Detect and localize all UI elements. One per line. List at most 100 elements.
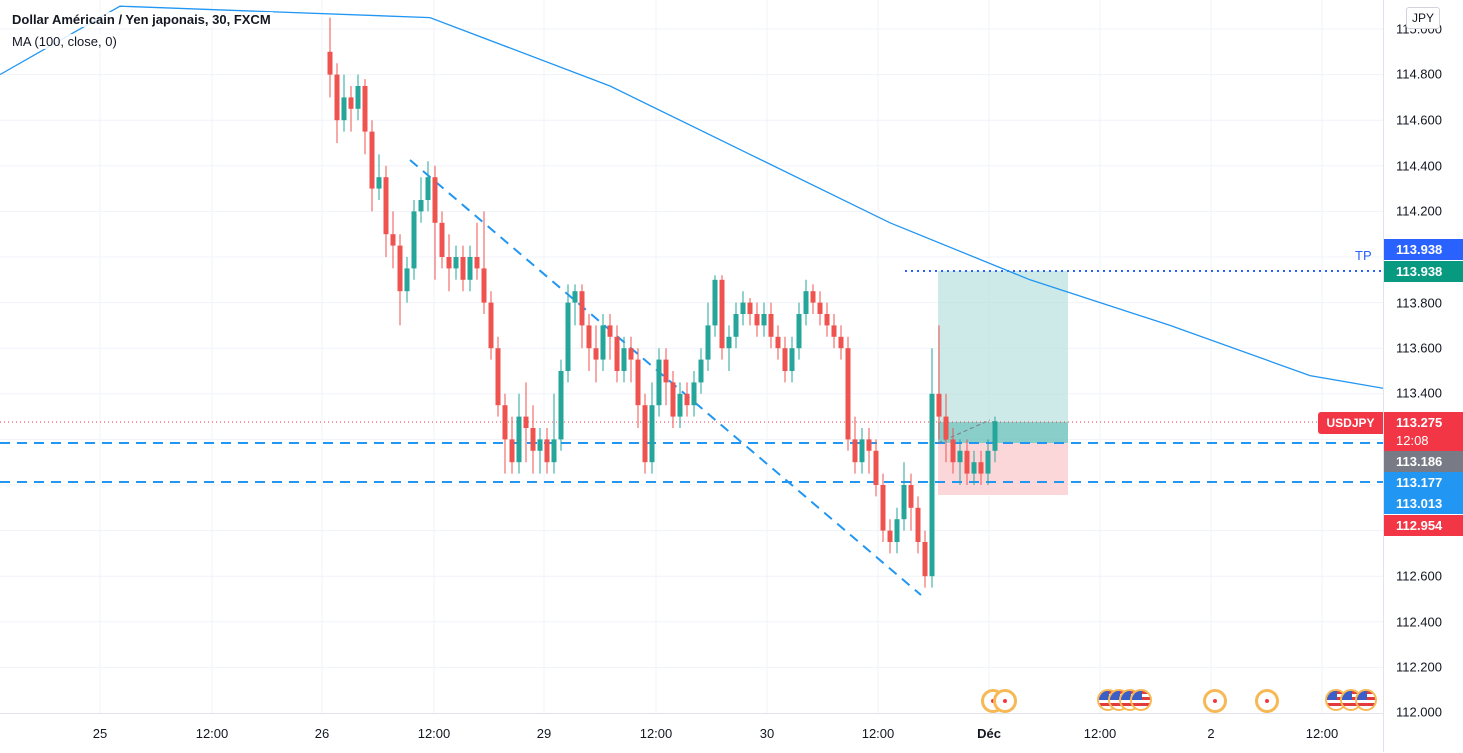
- candle-body: [586, 325, 592, 349]
- price-tick: 113.800: [1395, 295, 1442, 311]
- price-tick: 114.600: [1395, 112, 1442, 128]
- candle-body: [761, 314, 767, 326]
- candle-body: [733, 314, 739, 337]
- candle-body: [705, 325, 711, 360]
- candle-body: [593, 348, 599, 360]
- candle-body: [558, 371, 564, 440]
- candle-body: [957, 450, 963, 463]
- candle-body: [516, 416, 522, 463]
- event-icon[interactable]: [993, 689, 1017, 713]
- candle-body: [866, 439, 872, 451]
- time-tick: Déc: [977, 726, 1001, 741]
- candle-body: [362, 86, 368, 132]
- candle-body: [992, 421, 998, 451]
- event-icon[interactable]: [1255, 689, 1279, 713]
- tp-target-price-tag: 113.938: [1384, 261, 1463, 282]
- price-axis[interactable]: 115.000 114.800 114.600 114.400 114.200 …: [1383, 0, 1463, 752]
- us-flag-icon[interactable]: [1130, 689, 1152, 711]
- candle-body: [551, 439, 557, 463]
- candle-body: [355, 86, 361, 109]
- candle-body: [635, 359, 641, 406]
- candle-body: [775, 336, 781, 349]
- candle-body: [901, 485, 907, 520]
- event-icon[interactable]: [1203, 689, 1227, 713]
- candle-body: [908, 485, 914, 508]
- legend-indicator[interactable]: MA (100, close, 0): [10, 34, 119, 49]
- grid: [0, 0, 1383, 713]
- candle-body: [796, 314, 802, 349]
- candle-body: [978, 462, 984, 474]
- candle-body: [754, 314, 760, 326]
- price-tick: 114.200: [1395, 203, 1442, 219]
- symbol-tag: USDJPY: [1318, 412, 1383, 434]
- chart-pane[interactable]: Dollar Américain / Yen japonais, 30, FXC…: [0, 0, 1383, 713]
- candle-body: [621, 348, 627, 371]
- candle-body: [691, 382, 697, 406]
- candle-body: [719, 279, 725, 349]
- candle-body: [418, 200, 424, 212]
- time-tick: 29: [536, 726, 552, 741]
- time-tick: 2: [1207, 726, 1215, 741]
- time-axis[interactable]: 25 12:00 26 12:00 29 12:00 30 12:00 Déc …: [0, 713, 1383, 753]
- candle-body: [964, 450, 970, 474]
- candle-body: [425, 177, 431, 200]
- chart-canvas[interactable]: [0, 0, 1383, 713]
- candle-body: [509, 439, 515, 463]
- candle-body: [726, 336, 732, 349]
- candle-body: [747, 302, 753, 314]
- price-tick: 112.200: [1395, 659, 1442, 675]
- candle-body: [397, 245, 403, 292]
- candle-body: [768, 314, 774, 337]
- candle-body: [523, 416, 529, 428]
- downtrend-line[interactable]: [409, 159, 922, 596]
- candle-body: [432, 177, 438, 223]
- candle-body: [922, 542, 928, 577]
- candle-body: [915, 507, 921, 542]
- ma-line[interactable]: [0, 5, 1383, 394]
- candle-body: [544, 439, 550, 463]
- candle-body: [348, 97, 354, 109]
- target-zone[interactable]: [938, 271, 1068, 443]
- time-tick: 12:00: [639, 726, 673, 741]
- candle-body: [649, 405, 655, 463]
- currency-button[interactable]: JPY: [1406, 7, 1440, 29]
- candle-body: [474, 257, 480, 269]
- time-tick: 12:00: [195, 726, 229, 741]
- support-price-tag: 113.177: [1384, 472, 1463, 493]
- price-tick: 112.400: [1395, 614, 1442, 630]
- candle-body: [831, 325, 837, 337]
- current-price: 113.275: [1396, 415, 1443, 430]
- entry-price-tag: 113.186: [1384, 451, 1463, 472]
- candle-body: [670, 382, 676, 417]
- candle-body: [495, 348, 501, 406]
- candle-body: [663, 359, 669, 383]
- price-tick: 113.600: [1395, 340, 1442, 356]
- us-flag-icon[interactable]: [1355, 689, 1377, 711]
- price-tick: 113.400: [1395, 385, 1442, 401]
- candle-body: [411, 211, 417, 269]
- candle-body: [439, 222, 445, 257]
- candle-body: [950, 439, 956, 463]
- time-tick: 12:00: [861, 726, 895, 741]
- candle-body: [880, 485, 886, 531]
- candle-body: [873, 450, 879, 485]
- candle-body: [600, 325, 606, 360]
- candle-body: [852, 439, 858, 463]
- legend-title[interactable]: Dollar Américain / Yen japonais, 30, FXC…: [10, 12, 273, 27]
- price-tick: 114.400: [1395, 158, 1442, 174]
- candle-body: [369, 131, 375, 189]
- time-tick: 25: [92, 726, 108, 741]
- stop-price-tag: 112.954: [1384, 515, 1463, 536]
- candle-body: [838, 336, 844, 349]
- candle-body: [684, 393, 690, 406]
- candle-body: [628, 348, 634, 360]
- candle-body: [334, 74, 340, 121]
- candle-body: [740, 302, 746, 314]
- position-profit-fill: [938, 422, 1068, 443]
- candle-body: [936, 393, 942, 417]
- candle-body: [845, 348, 851, 440]
- candle-body: [817, 302, 823, 314]
- candle-body: [488, 302, 494, 349]
- candle-body: [327, 51, 333, 75]
- candle-body: [404, 268, 410, 292]
